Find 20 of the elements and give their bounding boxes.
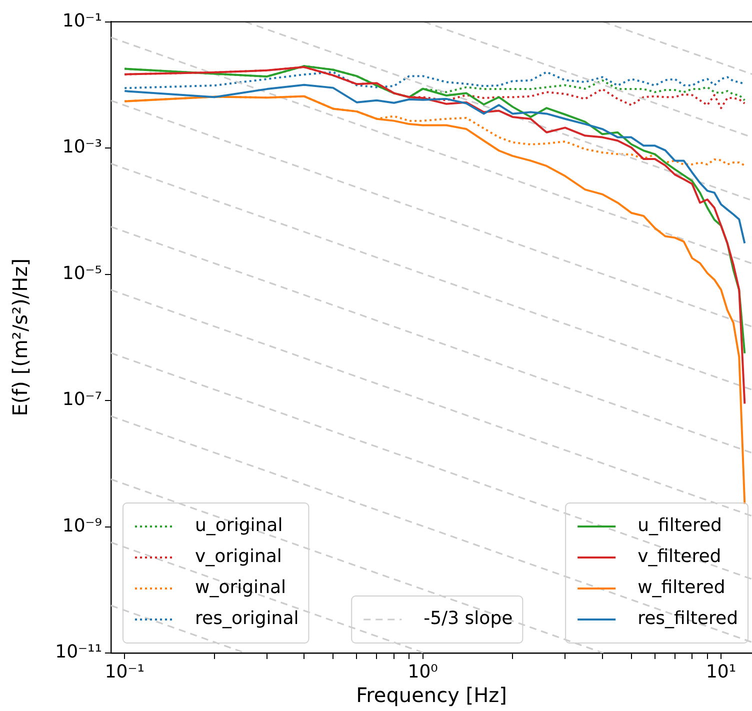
- y-tick-label: 10⁻¹¹: [55, 642, 102, 663]
- x-axis-title: Frequency [Hz]: [356, 683, 507, 708]
- legend-label: res_original: [195, 608, 299, 630]
- legend-label: res_filtered: [638, 608, 738, 630]
- legend-label: -5/3 slope: [424, 608, 513, 630]
- y-tick-label: 10⁻¹: [62, 10, 102, 32]
- y-tick-label: 10⁻⁹: [62, 515, 102, 536]
- legend-label: w_original: [195, 577, 286, 598]
- legend-label: v_filtered: [638, 546, 722, 568]
- x-tick-label: 10⁻¹: [104, 661, 144, 682]
- legend-label: u_original: [195, 515, 283, 536]
- y-tick-label: 10⁻⁷: [62, 389, 102, 410]
- x-tick-label: 10⁰: [408, 661, 438, 682]
- legend-label: v_original: [195, 546, 282, 568]
- y-tick-label: 10⁻⁵: [62, 262, 102, 284]
- legend-label: w_filtered: [638, 577, 726, 598]
- x-tick-label: 10¹: [706, 661, 736, 682]
- y-tick-label: 10⁻³: [62, 136, 102, 158]
- legend-label: u_filtered: [638, 515, 722, 536]
- y-axis-title: E(f) [(m²/s²)/Hz]: [8, 258, 32, 416]
